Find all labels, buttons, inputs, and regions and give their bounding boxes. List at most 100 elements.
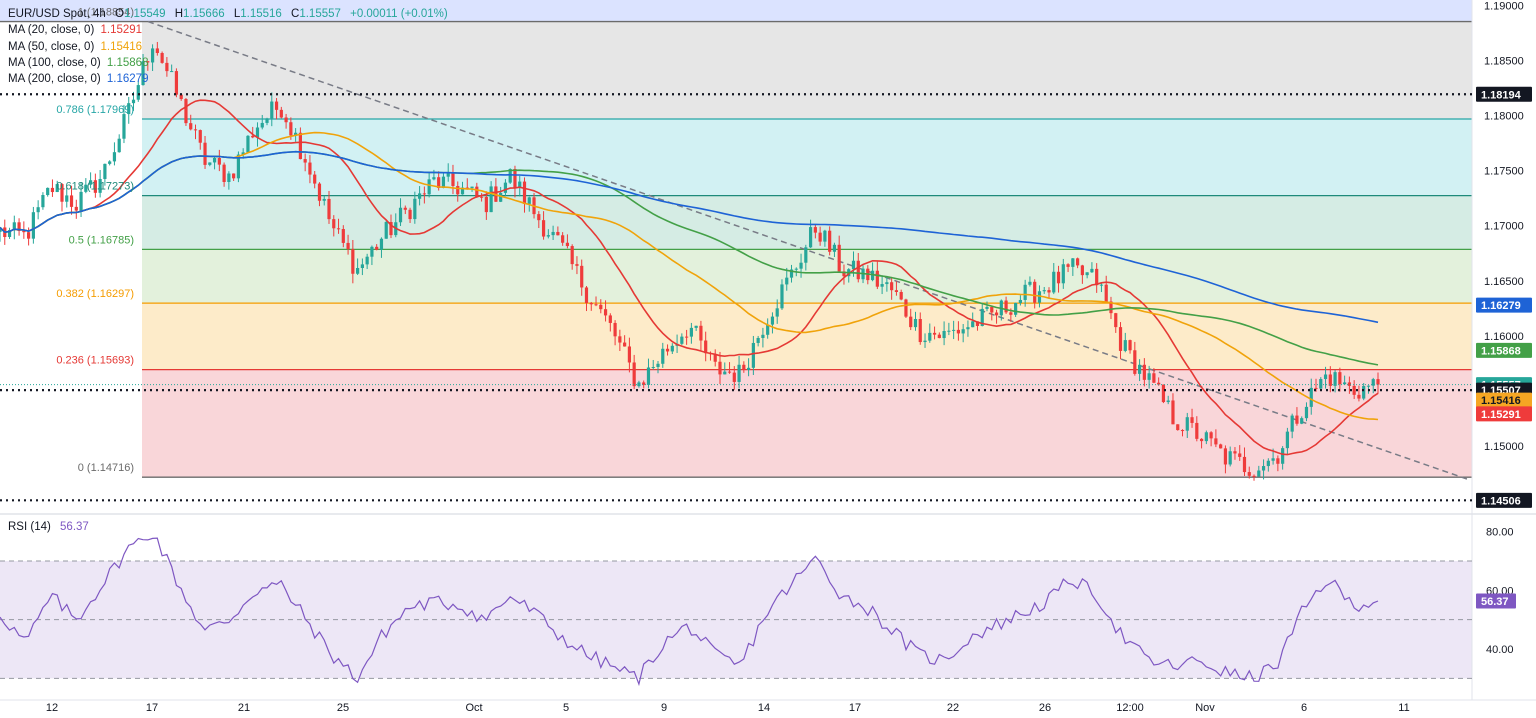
candle-body — [198, 130, 202, 143]
fib-zone — [142, 195, 1472, 250]
candle-body — [1118, 327, 1123, 351]
candle-body — [150, 48, 155, 63]
candle-body — [1285, 431, 1290, 449]
candle-body — [1347, 382, 1351, 386]
candle-body — [942, 331, 946, 339]
price-tick-label: 1.19000 — [1484, 1, 1524, 13]
candle-body — [541, 220, 546, 237]
candle-body — [31, 212, 35, 239]
ma50-legend[interactable]: MA (50, close, 0) 1.15416 — [8, 39, 448, 55]
candle-body — [1271, 458, 1275, 461]
candle-body — [136, 85, 140, 100]
candle-body — [170, 71, 174, 73]
ma200-line — [0, 150, 1379, 324]
candle-body — [317, 183, 322, 201]
candle-body — [632, 362, 636, 387]
candle-body — [932, 332, 937, 335]
candle-body — [27, 232, 31, 239]
candle-body — [451, 172, 455, 186]
candle-body — [1152, 373, 1156, 383]
candle-body — [1233, 451, 1237, 454]
candle-body — [923, 340, 927, 343]
fib-zones — [0, 0, 1472, 679]
candle-body — [255, 127, 260, 138]
candle-body — [475, 186, 479, 197]
candle-body — [1142, 364, 1146, 380]
trendline-dashed — [147, 20, 1471, 481]
candle-body — [975, 321, 980, 326]
candle-body — [93, 180, 97, 193]
candle-body — [84, 184, 88, 192]
candle-body — [1261, 466, 1266, 471]
candle-body — [794, 268, 798, 270]
symbol-label[interactable]: EUR/USD Spot, 4h — [8, 8, 106, 20]
candle-body — [890, 282, 894, 291]
candle-body — [971, 321, 975, 328]
candle-body — [246, 135, 250, 153]
candle-body — [370, 246, 374, 257]
ma200-legend[interactable]: MA (200, close, 0) 1.16279 — [8, 71, 448, 87]
candle-body — [937, 334, 941, 339]
candle-body — [1076, 258, 1080, 266]
candle-body — [594, 304, 598, 306]
horizontal-levels — [0, 93, 1472, 502]
candle-body — [1037, 291, 1042, 303]
rsi-tag — [1476, 593, 1516, 609]
candle-body — [770, 316, 775, 325]
candle-body — [437, 177, 441, 188]
candle-body — [103, 163, 107, 179]
price-tag — [1476, 492, 1532, 508]
candle-body — [265, 118, 269, 123]
candle-body — [251, 135, 255, 138]
grid-lines — [0, 0, 1536, 701]
ma100-legend[interactable]: MA (100, close, 0) 1.15868 — [8, 55, 448, 71]
time-tick-label: 6 — [1301, 702, 1307, 714]
candle-body — [880, 284, 884, 287]
candle-body — [808, 227, 813, 248]
candle-body — [980, 308, 984, 326]
candle-body — [952, 329, 956, 331]
candle-body — [823, 230, 827, 242]
time-axis: 12 17 21 25 Oct 5 9 14 17 22 26 12:00 Nov 6 11 — [46, 702, 1410, 714]
candle-body — [1123, 340, 1127, 351]
candle-body — [1214, 438, 1218, 445]
candle-body — [642, 382, 646, 385]
candle-body — [1056, 271, 1061, 284]
candle-body — [1085, 272, 1089, 276]
candle-body — [379, 238, 384, 250]
candle-body — [403, 207, 407, 210]
candle-body — [69, 195, 74, 207]
candle-body — [727, 371, 732, 373]
ma100-label: MA (100, close, 0) — [8, 56, 101, 69]
candle-body — [1281, 448, 1285, 464]
candle-body — [851, 260, 856, 270]
candle-body — [627, 346, 631, 363]
candle-body — [408, 209, 412, 220]
candle-body — [918, 318, 922, 343]
candle-body — [875, 270, 879, 287]
candle-body — [356, 267, 360, 274]
candle-body — [179, 94, 183, 100]
candle-body — [1190, 417, 1194, 423]
candle-body — [1080, 265, 1084, 276]
candle-body — [222, 164, 226, 182]
candle-body — [479, 196, 484, 198]
candle-body — [685, 336, 689, 338]
candle-body — [7, 230, 12, 237]
candle-body — [489, 186, 493, 213]
ma20-legend[interactable]: MA (20, close, 0) 1.15291 — [8, 22, 448, 38]
candle-body — [1161, 384, 1166, 403]
rsi-legend[interactable]: RSI (14) 56.37 — [8, 521, 89, 533]
candle-body — [513, 168, 517, 188]
close-label: C — [291, 8, 300, 20]
candle-body — [1018, 299, 1022, 303]
candle-body — [12, 222, 16, 231]
candle-body — [284, 117, 288, 123]
candle-body — [670, 345, 674, 352]
candle-body — [885, 282, 889, 285]
trendline — [147, 20, 1471, 481]
high-value: 1.15666 — [183, 8, 225, 20]
candle-body — [966, 327, 970, 330]
candle-body — [1095, 268, 1099, 286]
